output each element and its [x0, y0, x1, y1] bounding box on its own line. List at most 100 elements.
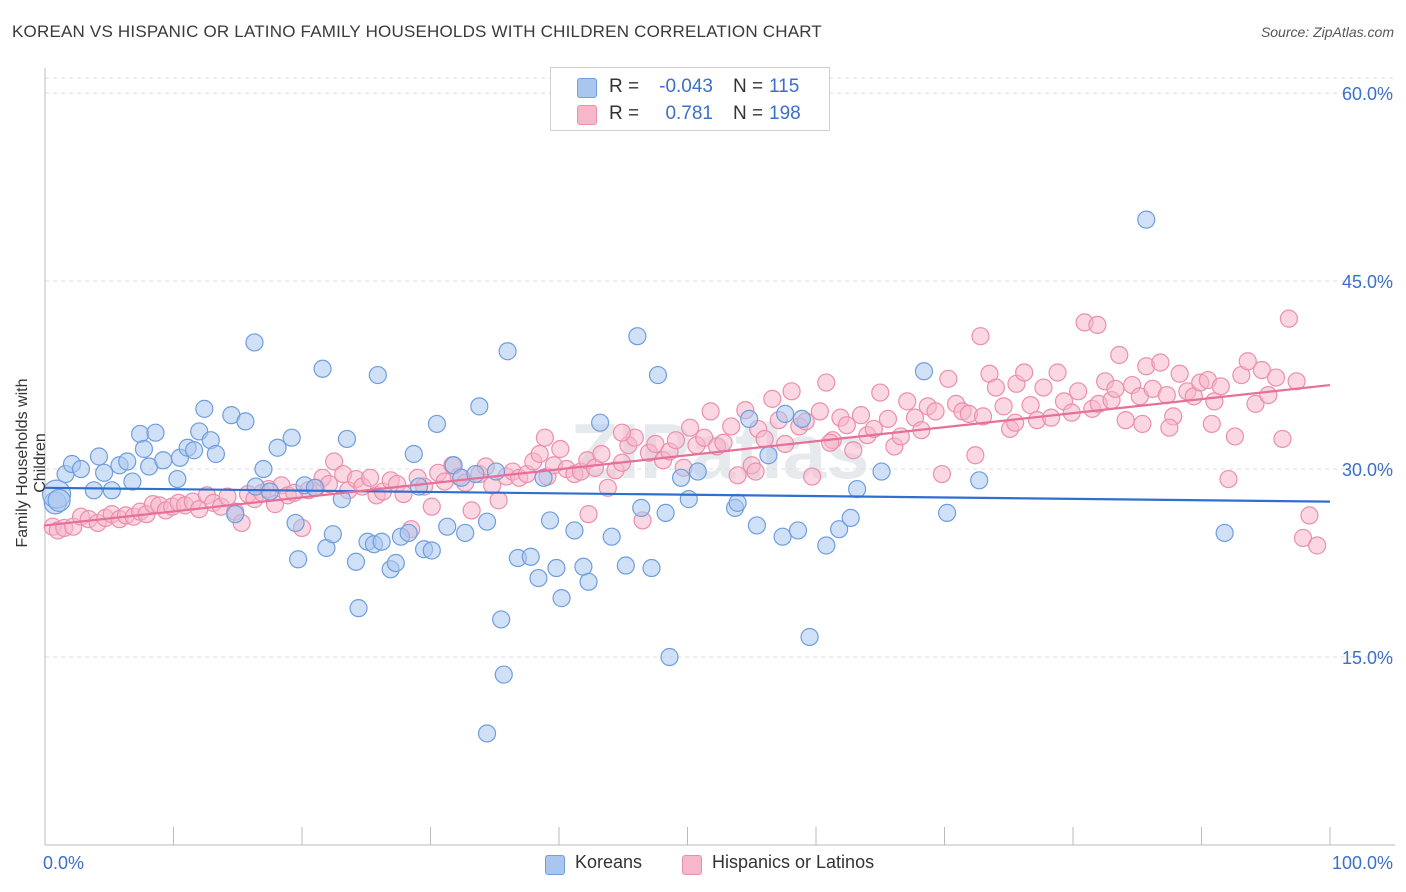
hispanic-point [728, 466, 747, 485]
korean-point [268, 438, 287, 457]
korean-point [492, 610, 511, 629]
hispanic-point [871, 383, 890, 402]
korean-point [1215, 523, 1234, 543]
hispanic-point [1293, 528, 1313, 548]
korean-point [728, 493, 747, 512]
korean-point [648, 365, 668, 385]
legend-r-value: -0.043 [659, 76, 713, 97]
hispanic-point [1300, 506, 1319, 525]
korean-point [346, 552, 366, 571]
chart-title: KOREAN VS HISPANIC OR LATINO FAMILY HOUS… [12, 22, 823, 41]
hispanic-point [966, 446, 985, 465]
korean-point [260, 482, 279, 501]
hispanic-point [746, 462, 765, 481]
hispanic-point [1034, 378, 1053, 397]
hispanic-point [612, 423, 632, 442]
korean-point [848, 479, 867, 499]
korean-point [830, 520, 849, 539]
legend-swatch-koreans [577, 78, 597, 98]
korean-point [146, 423, 165, 442]
axes [44, 68, 1395, 846]
legend-label-hispanics: Hispanics or Latinos [712, 852, 875, 872]
hispanic-point [361, 468, 380, 487]
korean-point [470, 397, 489, 416]
korean-point [552, 589, 571, 608]
hispanic-point [530, 444, 549, 464]
korean-point [632, 498, 651, 517]
legend-n-value: 115 [769, 76, 800, 97]
source-label: Source: ZipAtlas.com [1260, 24, 1394, 40]
korean-point [349, 599, 368, 618]
korean-point [323, 525, 342, 544]
korean-point [642, 558, 661, 578]
korean-point [195, 399, 214, 418]
korean-point [313, 359, 332, 378]
hispanic-point [722, 417, 741, 436]
hispanic-point [1205, 392, 1224, 411]
hispanic-point [1211, 377, 1230, 396]
legend-swatch-hispanics [682, 855, 702, 875]
korean-point [776, 404, 795, 423]
korean-point [226, 505, 245, 524]
hispanic-point [1069, 382, 1088, 401]
korean-point [616, 556, 635, 575]
y-tick-label: 45.0% [1342, 272, 1393, 292]
korean-point [47, 488, 71, 512]
korean-point [773, 527, 792, 546]
korean-trend-line [44, 486, 1331, 503]
hispanic-point [851, 406, 871, 425]
hispanic-point [325, 452, 344, 471]
hispanic-point [1170, 364, 1189, 383]
korean-point [574, 557, 593, 576]
korean-point [404, 444, 423, 464]
hispanic-point [1219, 469, 1238, 489]
hispanic-point [1160, 418, 1179, 437]
korean-point [422, 541, 441, 560]
korean-point [534, 468, 553, 487]
hispanic-point [1006, 413, 1025, 432]
korean-point [521, 547, 540, 566]
hispanic-point [1116, 411, 1135, 430]
hispanic-point [714, 433, 733, 452]
korean-point [386, 553, 405, 573]
korean-point [788, 521, 808, 540]
korean-point [970, 471, 989, 490]
korean-point [498, 342, 517, 361]
hispanic-point [971, 327, 990, 346]
korean-point [456, 523, 475, 543]
korean-point [747, 516, 766, 535]
korean-point [368, 365, 387, 385]
hispanic-point [1157, 385, 1176, 405]
korean-point [656, 503, 675, 522]
korean-point [123, 472, 142, 491]
korean-point [286, 513, 305, 533]
hispanic-point [1106, 379, 1125, 398]
hispanic-point [1151, 353, 1170, 372]
hispanic-point [844, 441, 863, 460]
hispanic-point [701, 402, 720, 421]
korean-point [817, 536, 836, 555]
hispanic-point [763, 389, 782, 408]
korean-point [914, 362, 934, 381]
hispanic-point [666, 431, 686, 450]
hispanic-point [878, 409, 898, 429]
korean-point [282, 428, 301, 447]
hispanic-point [755, 429, 774, 449]
hispanic-point [1225, 427, 1245, 446]
korean-point [759, 446, 778, 465]
korean-point [236, 412, 255, 431]
hispanic-point [1308, 536, 1327, 555]
korean-point [660, 647, 679, 667]
legend-swatch-hispanics [577, 105, 597, 125]
korean-point [102, 481, 121, 500]
hispanic-point [535, 428, 554, 447]
korean-point [679, 490, 698, 509]
tick-labels: 15.0% 30.0% 45.0% 60.0% 0.0% 100.0% [43, 84, 1393, 873]
legend-label-koreans: Koreans [575, 852, 643, 872]
data-points [41, 210, 1327, 743]
hispanic-point [1279, 309, 1298, 328]
korean-point [134, 439, 154, 459]
korean-point [245, 333, 264, 352]
hispanic-point [1259, 385, 1278, 405]
korean-point [841, 508, 860, 528]
